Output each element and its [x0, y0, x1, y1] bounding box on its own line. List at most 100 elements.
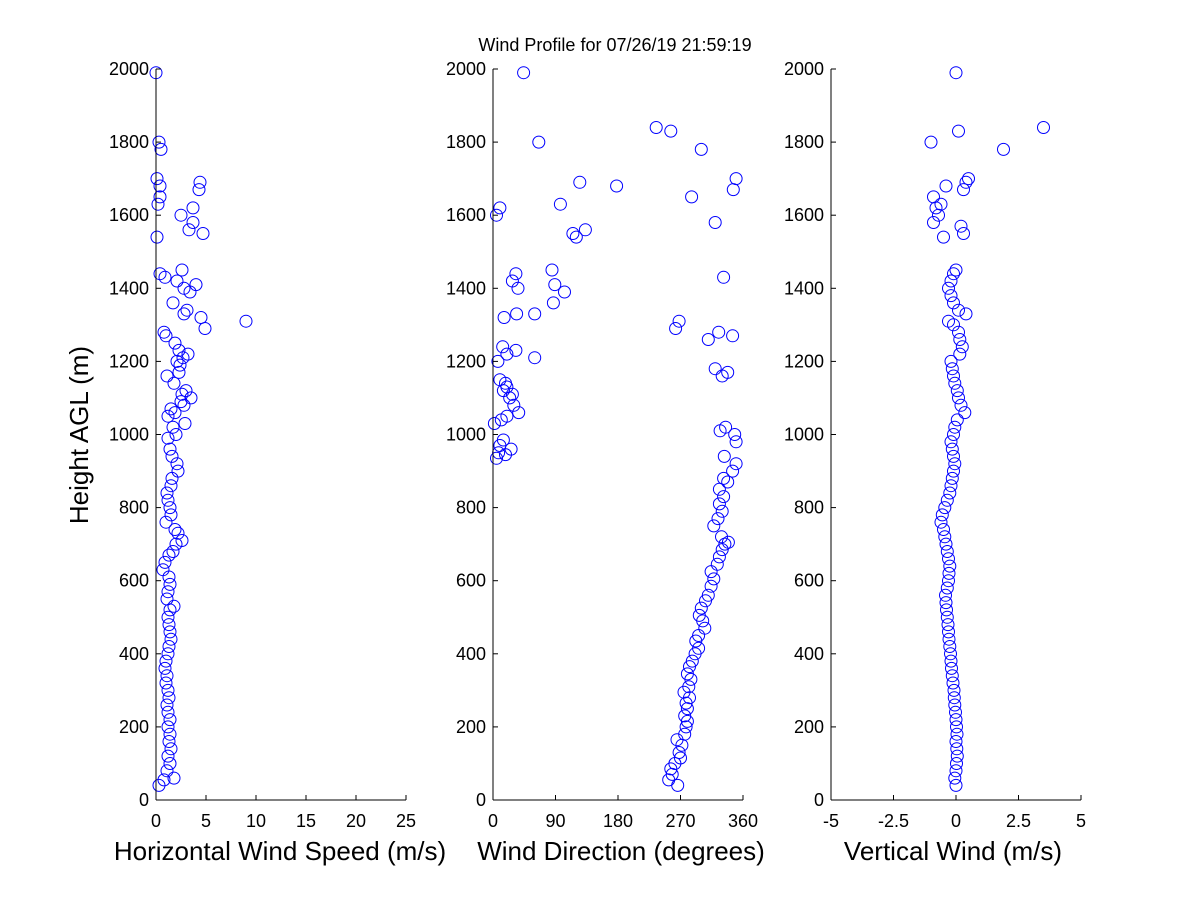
vertical-wind-point [939, 588, 952, 602]
vertical-wind-point [944, 647, 957, 661]
vertical-wind-y-tick-label: 400 [794, 644, 824, 664]
horizontal-wind-speed-point [182, 223, 196, 237]
wind-direction-point [548, 278, 562, 292]
vertical-wind-x-tick-label: 5 [1076, 811, 1086, 831]
vertical-wind-point [959, 307, 973, 321]
horizontal-wind-speed-point [161, 610, 175, 624]
horizontal-wind-speed-point [168, 523, 182, 536]
horizontal-wind-speed-point [159, 676, 173, 690]
vertical-wind-point [950, 757, 963, 770]
wind-direction-point [721, 365, 735, 379]
vertical-wind-point [1037, 121, 1050, 134]
horizontal-wind-speed-x-tick-label: 0 [151, 811, 161, 831]
wind-direction-point [704, 579, 718, 593]
wind-direction-point [680, 667, 694, 681]
horizontal-wind-speed-y-tick-label: 1200 [109, 351, 149, 371]
vertical-wind-y-tick-label: 1000 [784, 425, 824, 445]
wind-direction-point [680, 702, 694, 716]
vertical-wind-point [924, 135, 938, 149]
wind-direction-x-tick-label: 180 [603, 811, 633, 831]
wind-direction-axes: 0 200 400 600 800 1000 1200 1400 1600 1800 2000 0 90… [446, 59, 758, 831]
vertical-wind-point [934, 197, 948, 211]
vertical-wind-y-tick-label: 1600 [784, 205, 824, 225]
wind-direction-point [569, 230, 583, 244]
horizontal-wind-speed-point [164, 508, 178, 522]
vertical-wind-point [941, 618, 955, 632]
wind-direction-point [497, 311, 511, 324]
wind-direction-point [509, 267, 523, 281]
wind-direction-point [721, 475, 735, 489]
wind-direction-point [694, 142, 708, 156]
horizontal-wind-speed-point [150, 230, 164, 244]
vertical-wind-point [945, 362, 959, 376]
vertical-wind-point [952, 303, 965, 317]
wind-direction-point [713, 424, 727, 438]
vertical-wind-point [949, 705, 962, 719]
horizontal-wind-speed-point [158, 555, 172, 569]
wind-direction-point [712, 550, 726, 564]
horizontal-wind-speed-point [173, 358, 187, 372]
wind-direction-point [728, 428, 742, 441]
vertical-wind-point [948, 376, 962, 390]
wind-direction-point [573, 175, 587, 189]
vertical-wind-x-tick-label: 0 [951, 811, 961, 831]
vertical-wind-y-tick-label: 0 [814, 790, 824, 810]
wind-direction-point [532, 135, 546, 149]
horizontal-wind-speed-point [160, 669, 174, 683]
horizontal-wind-speed-point [162, 640, 176, 653]
wind-direction-xlabel: Wind Direction (degrees) [477, 836, 765, 866]
vertical-wind-x-tick-label: 2.5 [1006, 811, 1031, 831]
vertical-wind-point [937, 230, 950, 244]
vertical-wind-point [944, 274, 958, 288]
vertical-wind-point [997, 142, 1010, 156]
vertical-wind-point [950, 749, 964, 763]
wind-direction-point [707, 572, 721, 586]
wind-direction-point [528, 351, 542, 365]
wind-direction-point [729, 457, 743, 471]
vertical-wind-point [957, 227, 970, 240]
horizontal-wind-speed-point [177, 398, 191, 412]
wind-direction-point [546, 296, 560, 310]
vertical-wind-point [935, 508, 949, 522]
wind-direction-point [669, 322, 683, 335]
wind-direction-point [487, 417, 501, 430]
vertical-wind-point [938, 501, 952, 515]
horizontal-wind-speed-point [162, 618, 176, 632]
vertical-wind-point [945, 471, 959, 485]
vertical-wind-point [949, 713, 963, 727]
wind-direction-point [510, 307, 524, 321]
horizontal-wind-speed-point [167, 376, 181, 390]
vertical-wind-point [954, 398, 968, 412]
horizontal-wind-speed-point [163, 442, 177, 456]
horizontal-wind-speed-point [161, 409, 175, 423]
horizontal-wind-speed-point [159, 329, 173, 343]
horizontal-wind-speed-point [186, 216, 200, 229]
vertical-wind-axes: 0 200 400 600 800 1000 1200 1400 1600 1800 2000 -5 -… [784, 59, 1086, 831]
wind-direction-point [685, 654, 699, 668]
horizontal-wind-speed-y-tick-label: 600 [119, 571, 149, 591]
vertical-wind-point [939, 179, 953, 193]
vertical-wind-point [927, 216, 940, 229]
horizontal-wind-speed-point [163, 713, 177, 727]
horizontal-wind-speed-point [157, 773, 171, 787]
horizontal-wind-speed-point [170, 274, 184, 288]
horizontal-wind-speed-point [179, 384, 193, 398]
vertical-wind-point [953, 347, 967, 361]
wind-direction-point [507, 398, 521, 412]
wind-direction-y-tick-label: 2000 [446, 59, 486, 79]
vertical-wind-point [927, 190, 940, 204]
vertical-wind-point [942, 574, 955, 588]
vertical-wind-point [937, 523, 950, 536]
wind-direction-y-tick-label: 200 [456, 717, 486, 737]
horizontal-wind-speed-axes: 0 200 400 600 800 1000 1200 1400 1600 1800 2000 0 5 1… [109, 59, 416, 831]
horizontal-wind-speed-point [184, 391, 198, 405]
wind-direction-y-tick-label: 0 [476, 790, 486, 810]
horizontal-wind-speed-point [160, 764, 174, 778]
horizontal-wind-speed-point [152, 135, 166, 149]
wind-direction-point [701, 333, 715, 346]
wind-direction-y-tick-label: 1600 [446, 205, 486, 225]
wind-direction-point [500, 347, 514, 361]
wind-direction-point [493, 201, 507, 215]
wind-direction-point [491, 354, 505, 368]
